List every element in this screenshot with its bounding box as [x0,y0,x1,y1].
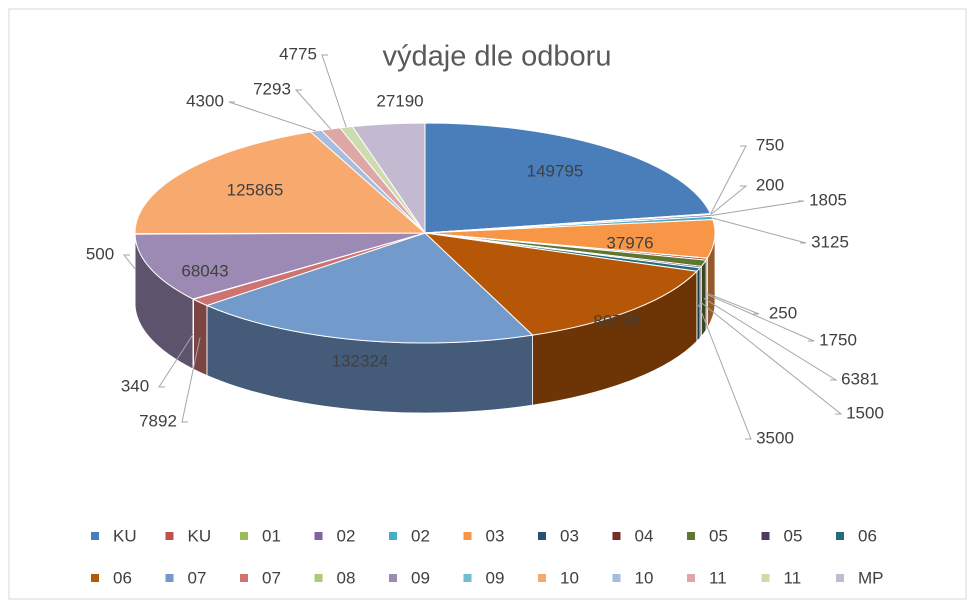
legend-label: KU [113,526,137,545]
data-label: 500 [86,244,114,263]
data-label: 200 [756,175,784,194]
legend-label: 05 [784,526,803,545]
data-label: 250 [769,303,797,322]
data-label: 1750 [819,330,857,349]
data-label: 3500 [756,428,794,447]
leader-line [700,301,843,415]
legend-marker [389,574,397,582]
legend-label: 10 [560,568,579,587]
legend-label: 03 [486,526,505,545]
slice-side [193,298,208,377]
legend-label: 07 [262,568,281,587]
slice [423,232,698,336]
legend-label: 09 [486,568,505,587]
data-label: 6381 [841,369,879,388]
data-label: 132324 [332,351,389,370]
slice [351,122,426,235]
legend-marker [761,532,770,540]
legend-label: 02 [337,526,356,545]
data-label: 37976 [606,233,653,252]
legend-marker [463,532,472,540]
legend-label: 07 [188,568,207,587]
legend-label: KU [188,526,212,545]
data-label: 3125 [811,232,849,251]
data-label: 68043 [181,261,228,280]
slice-side [700,258,707,338]
legend-marker [389,532,397,540]
legend-label: 08 [337,568,356,587]
data-label: 1805 [809,190,847,209]
leader-line [706,293,815,342]
legend-marker [761,574,770,582]
data-label: 750 [756,135,784,154]
legend-marker [240,532,248,540]
legend-marker [91,532,99,540]
data-label: 149795 [527,161,584,180]
slice [134,131,427,235]
data-label: 89780 [593,311,640,330]
legend-marker [612,532,621,540]
legend-label: 10 [635,568,654,587]
legend-marker [314,574,323,582]
leader-line [711,200,805,216]
legend-label: 02 [411,526,430,545]
data-label: 340 [121,376,149,395]
slice [134,232,426,300]
leader-line [321,54,347,128]
legend-label: 03 [560,526,579,545]
leader-line [710,145,747,215]
legend-marker [836,574,844,582]
leader-line [294,89,332,130]
legend-marker [165,532,174,540]
slice-side [696,266,701,343]
leader-line [698,304,752,440]
legend-label: 01 [262,526,281,545]
legend-marker [538,532,546,540]
legend-marker [463,574,472,582]
data-label: 7293 [253,79,291,98]
legend-label: 06 [113,568,132,587]
slice [424,122,712,234]
leader-line [710,185,748,215]
legend-marker [687,574,695,582]
legend-marker [91,574,99,582]
legend-marker [538,574,546,582]
legend-marker [240,574,248,582]
data-label: 4775 [279,44,317,63]
leader-line [707,292,760,315]
legend-label: MP [858,568,884,587]
legend-marker [836,532,844,540]
leader-line [703,297,838,381]
legend-label: 11 [709,568,727,587]
data-label: 4300 [186,91,224,110]
data-label: 27190 [376,91,423,110]
leader-line [158,333,194,388]
legend-label: 04 [635,526,654,545]
slice [205,232,534,344]
leader-line [122,254,136,270]
leader-line [712,217,807,244]
legend-label: 05 [709,526,728,545]
leader-line [181,337,201,423]
legend-label: 06 [858,526,877,545]
legend-label: 09 [411,568,430,587]
data-label: 125865 [227,180,284,199]
legend-marker [612,574,621,582]
legend-marker [314,532,323,540]
legend-label: 11 [784,568,802,587]
data-label: 7892 [139,411,177,430]
leader-line [228,101,317,132]
legend-marker [687,532,695,540]
chart-title: výdaje dle odboru [383,41,612,73]
legend-marker [165,574,174,582]
data-label: 1500 [846,403,884,422]
